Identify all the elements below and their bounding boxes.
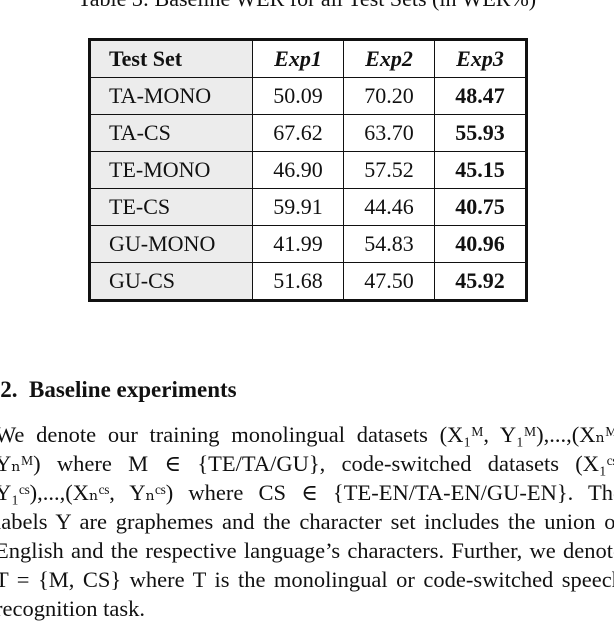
table-cell: TE-CS	[89, 188, 253, 226]
table-caption: Table 3: Baseline WER for all Test Sets …	[0, 0, 614, 12]
table-cell: 57.52	[343, 151, 435, 189]
table-cell: GU-MONO	[89, 225, 253, 263]
table-cell: 70.20	[343, 77, 435, 115]
table-cell: 59.91	[252, 188, 344, 226]
table-cell: 67.62	[252, 114, 344, 152]
table-cell: 50.09	[252, 77, 344, 115]
table-cell: 40.75	[434, 188, 527, 226]
table-row: TE-MONO 46.90 57.52 45.15	[89, 151, 527, 189]
header-cell: Exp1	[252, 39, 344, 78]
header-cell: Exp3	[434, 39, 527, 78]
table-cell: 44.46	[343, 188, 435, 226]
table-cell: 48.47	[434, 77, 527, 115]
table-row: TE-CS 59.91 44.46 40.75	[89, 188, 527, 226]
table-body: TA-MONO 50.09 70.20 48.47 TA-CS 67.62 63.70 55.…	[89, 77, 527, 301]
table-cell: TE-MONO	[89, 151, 253, 189]
section-heading: 4.2. Baseline experiments	[0, 377, 237, 402]
table-cell: TA-MONO	[89, 77, 253, 115]
table-cell: 45.92	[434, 262, 527, 301]
table-row: TA-MONO 50.09 70.20 48.47	[89, 77, 527, 115]
table-row: GU-MONO 41.99 54.83 40.96	[89, 225, 527, 263]
header-cell: Test Set	[89, 39, 253, 78]
table-cell: 55.93	[434, 114, 527, 152]
table-cell: TA-CS	[89, 114, 253, 152]
table-cell: GU-CS	[89, 262, 253, 301]
table-cell: 46.90	[252, 151, 344, 189]
results-table: Test Set Exp1 Exp2 Exp3 TA-MONO 50.09 70.20 48…	[88, 38, 528, 302]
table-cell: 41.99	[252, 225, 344, 263]
table-row: TA-CS 67.62 63.70 55.93	[89, 114, 527, 152]
header-cell: Exp2	[343, 39, 435, 78]
paragraph: We denote our training monolingual datas…	[0, 422, 614, 621]
header-row: Test Set Exp1 Exp2 Exp3	[89, 39, 527, 78]
table-cell: 45.15	[434, 151, 527, 189]
table-cell: 40.96	[434, 225, 527, 263]
table-cell: 54.83	[343, 225, 435, 263]
table-row: GU-CS 51.68 47.50 45.92	[89, 262, 527, 301]
table-cell: 47.50	[343, 262, 435, 301]
table-cell: 51.68	[252, 262, 344, 301]
table-cell: 63.70	[343, 114, 435, 152]
